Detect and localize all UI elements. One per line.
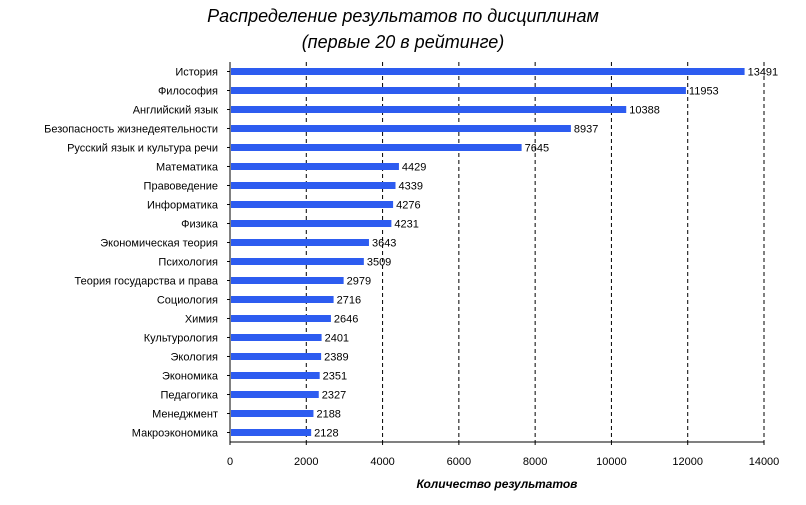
bar — [231, 182, 396, 189]
data-label: 8937 — [574, 124, 598, 136]
data-label: 10388 — [629, 105, 660, 117]
bar — [231, 258, 364, 265]
category-label: Социология — [157, 295, 218, 307]
bar — [231, 353, 322, 360]
bar — [231, 429, 312, 436]
bar — [231, 372, 320, 379]
bar — [231, 87, 686, 94]
category-label: Экология — [171, 352, 219, 364]
category-label: Математика — [156, 162, 219, 174]
bar — [231, 296, 334, 303]
x-axis-label: Количество результатов — [416, 477, 578, 491]
data-label: 4231 — [394, 219, 418, 231]
bar — [231, 239, 369, 246]
data-label: 2646 — [334, 314, 358, 326]
bar — [231, 201, 394, 208]
x-tick-label: 14000 — [749, 456, 780, 468]
data-label: 3509 — [367, 257, 391, 269]
category-label: Философия — [158, 86, 218, 98]
data-label: 2188 — [316, 409, 340, 421]
bar — [231, 106, 627, 113]
category-label: Русский язык и культура речи — [67, 143, 218, 155]
bar — [231, 277, 344, 284]
data-label: 2979 — [347, 276, 371, 288]
x-tick-label: 6000 — [447, 456, 471, 468]
data-label: 4276 — [396, 200, 420, 212]
category-label: Правоведение — [144, 181, 218, 193]
bar — [231, 315, 331, 322]
data-label: 2351 — [323, 371, 347, 383]
x-tick-label: 4000 — [370, 456, 394, 468]
bar — [231, 334, 322, 341]
category-label: Физика — [181, 219, 219, 231]
chart-title: Распределение результатов по дисциплинам — [207, 6, 599, 26]
x-tick-label: 12000 — [672, 456, 703, 468]
category-label: Экономическая теория — [100, 238, 218, 250]
category-label: Экономика — [162, 371, 219, 383]
data-label: 2716 — [337, 295, 361, 307]
x-tick-label: 2000 — [294, 456, 318, 468]
category-label: Макроэкономика — [132, 428, 219, 440]
data-label: 7645 — [525, 143, 549, 155]
x-tick-label: 10000 — [596, 456, 627, 468]
data-label: 2327 — [322, 390, 346, 402]
category-label: Английский язык — [133, 105, 218, 117]
category-label: Информатика — [147, 200, 219, 212]
category-label: Менеджмент — [152, 409, 218, 421]
chart-subtitle: (первые 20 в рейтинге) — [301, 32, 505, 52]
category-label: История — [175, 67, 218, 79]
data-label: 11953 — [689, 86, 719, 98]
data-label: 2389 — [324, 352, 348, 364]
data-label: 13491 — [748, 67, 779, 79]
data-label: 4339 — [399, 181, 423, 193]
bar — [231, 163, 399, 170]
category-label: Культурология — [144, 333, 218, 345]
bar — [231, 220, 392, 227]
bar — [231, 144, 522, 151]
category-label: Теория государства и права — [75, 276, 219, 288]
bar — [231, 68, 745, 75]
data-label: 2401 — [325, 333, 349, 345]
category-label: Химия — [185, 314, 218, 326]
x-tick-label: 8000 — [523, 456, 547, 468]
bar — [231, 125, 571, 132]
data-label: 2128 — [314, 428, 338, 440]
bar — [231, 410, 314, 417]
x-tick-label: 0 — [227, 456, 233, 468]
data-label: 4429 — [402, 162, 426, 174]
bar — [231, 391, 319, 398]
category-label: Психология — [158, 257, 218, 269]
category-label: Педагогика — [160, 390, 218, 402]
data-label: 3643 — [372, 238, 396, 250]
category-label: Безопасность жизнедеятельности — [44, 124, 218, 136]
